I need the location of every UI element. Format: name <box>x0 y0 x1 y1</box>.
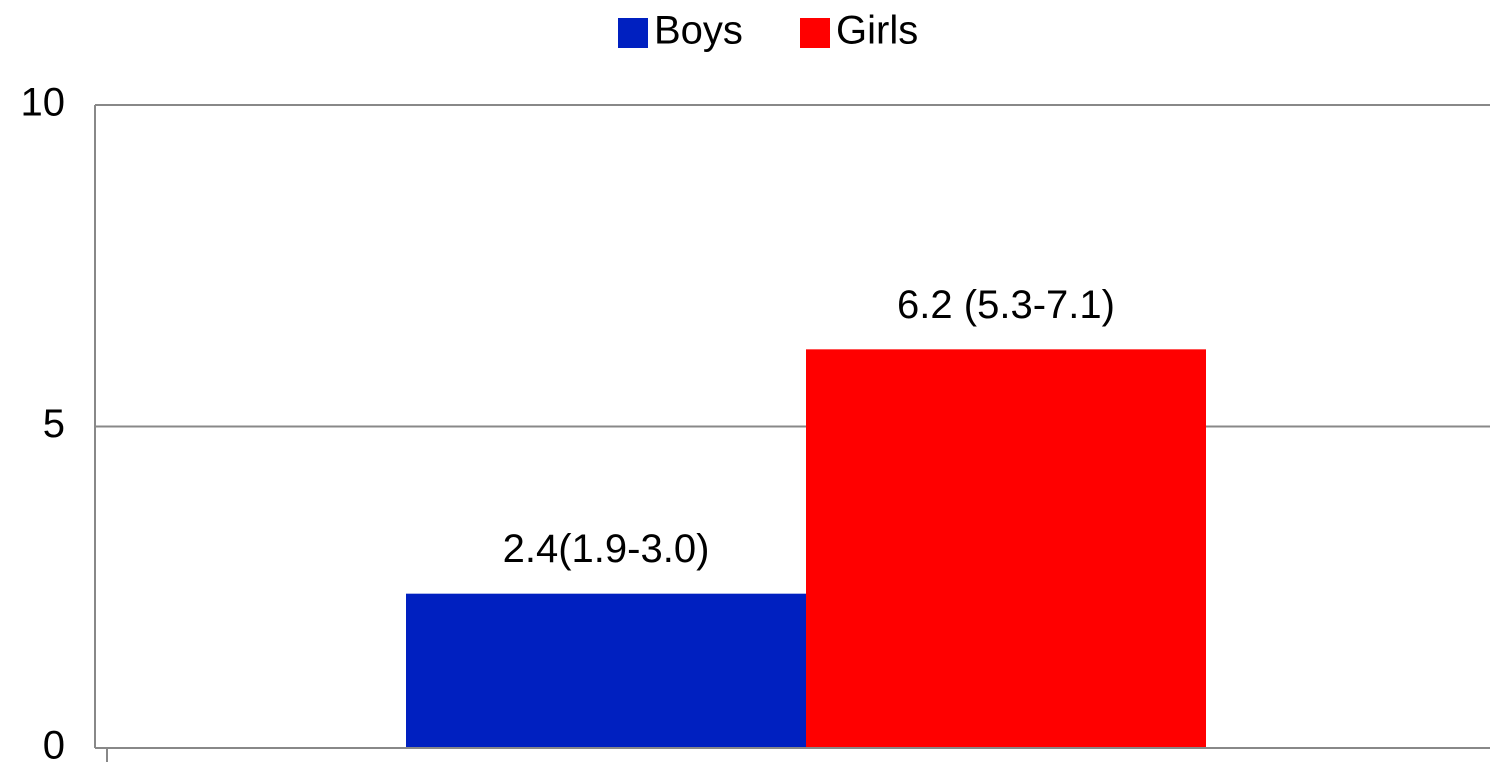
y-tick-label: 0 <box>43 724 65 767</box>
data-label: 2.4(1.9-3.0) <box>503 527 710 571</box>
bar <box>406 593 806 748</box>
legend-label: Girls <box>836 9 918 53</box>
legend-label: Boys <box>654 9 743 53</box>
y-tick-label: 10 <box>21 81 66 125</box>
data-label: 6.2 (5.3-7.1) <box>897 283 1115 327</box>
y-tick-label: 5 <box>43 402 65 446</box>
bar <box>806 349 1206 748</box>
legend-swatch <box>618 18 648 48</box>
legend-swatch <box>800 18 830 48</box>
